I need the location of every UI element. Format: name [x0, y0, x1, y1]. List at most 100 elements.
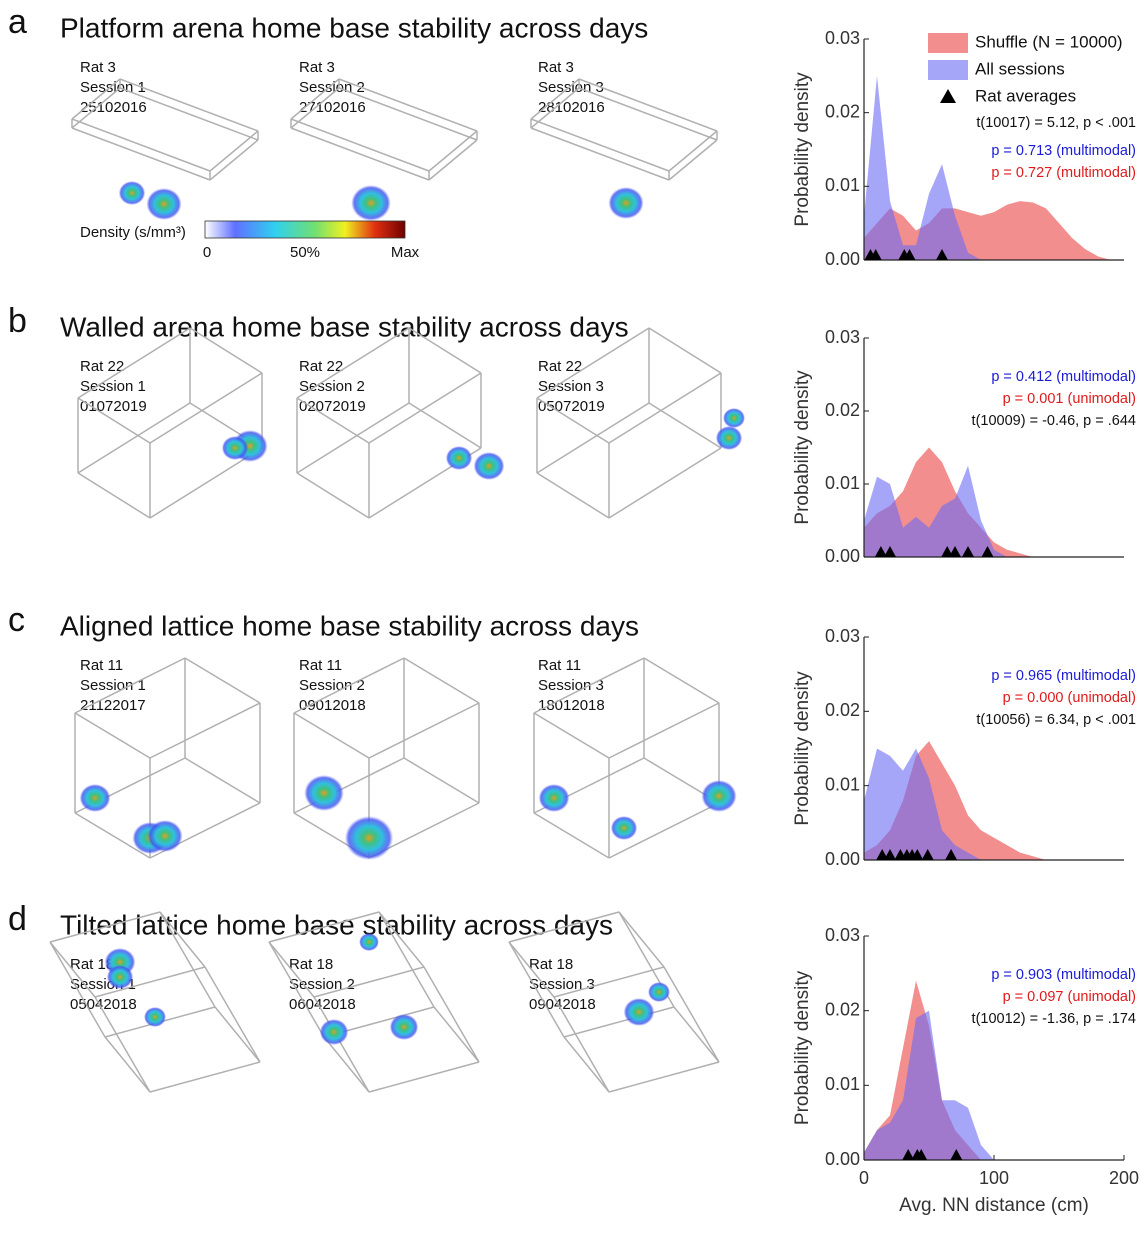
box-edge: [408, 327, 482, 374]
density-blob: [723, 408, 745, 428]
box-edge: [533, 712, 610, 759]
box-edge: [77, 472, 151, 519]
rat-average: [949, 546, 961, 557]
box-edge: [608, 447, 722, 519]
session-label: 02072019: [299, 398, 366, 415]
box-edge: [368, 372, 482, 444]
box-edge: [508, 941, 555, 998]
box-edge: [119, 87, 259, 141]
box-edge: [293, 657, 405, 714]
density-blob: [304, 775, 344, 811]
box-edge: [49, 911, 161, 943]
box-edge: [668, 130, 718, 172]
box-edge: [77, 397, 151, 444]
box-edge: [268, 941, 315, 998]
session-label: 05072019: [538, 398, 605, 415]
y-axis-label: Probability density: [792, 671, 813, 826]
box-edge: [368, 1061, 480, 1093]
box-edge: [149, 1061, 261, 1093]
density-blob: [79, 784, 111, 812]
panel-letter: d: [8, 900, 27, 938]
box-edge: [209, 139, 259, 181]
box-edge: [378, 911, 435, 1008]
box-edge: [608, 1061, 720, 1093]
box-edge: [290, 78, 340, 120]
box-edge: [159, 911, 206, 968]
y-tick-label: 0.01: [825, 473, 860, 493]
session-label: 28102016: [538, 99, 605, 116]
density-blob: [359, 933, 379, 951]
panel-title: Walled arena home base stability across …: [60, 311, 629, 342]
density-blob: [610, 816, 638, 840]
stat-annotation: p = 0.000 (unimodal): [1003, 690, 1136, 706]
density-blob: [648, 982, 670, 1002]
box-edge: [77, 327, 191, 399]
box-edge: [204, 966, 261, 1063]
box-edge: [94, 966, 206, 998]
box-edge: [290, 118, 430, 172]
rat-average: [884, 546, 896, 557]
box-edge: [296, 472, 370, 519]
box-edge: [378, 911, 425, 968]
box-edge: [648, 327, 722, 374]
density-area: [864, 1010, 1111, 1160]
density-blob: [351, 185, 391, 221]
legend-label: Shuffle (N = 10000): [975, 32, 1123, 51]
session-label: Session 2: [289, 976, 355, 993]
session-label: Rat 11: [299, 657, 342, 674]
box-edge: [74, 657, 186, 714]
y-tick-label: 0.03: [825, 28, 860, 48]
legend-label: All sessions: [975, 59, 1065, 78]
legend-swatch: [928, 33, 968, 53]
box-edge: [313, 966, 425, 998]
box-edge: [533, 812, 610, 859]
box-edge: [184, 657, 261, 704]
session-label: 09012018: [299, 697, 366, 714]
rat-average: [950, 1149, 963, 1160]
rat-average: [869, 249, 882, 260]
stat-annotation: p = 0.001 (unimodal): [1003, 391, 1136, 407]
colorbar: [204, 220, 406, 239]
box-edge: [423, 966, 480, 1063]
panel-title: Platform arena home base stability acros…: [60, 12, 648, 43]
density-blob: [319, 1019, 349, 1045]
box-edge: [94, 996, 151, 1093]
y-tick-label: 0.03: [825, 925, 860, 945]
box-edge: [553, 996, 610, 1093]
rat-average: [911, 849, 924, 860]
session-label: 25102016: [80, 99, 147, 116]
box-edge: [296, 402, 410, 474]
box-edge: [313, 996, 370, 1093]
session-label: 21122017: [80, 697, 146, 714]
y-axis-label: Probability density: [792, 370, 813, 525]
box-edge: [673, 1006, 720, 1063]
density-blob: [608, 187, 644, 219]
y-tick-label: 0.02: [825, 101, 860, 121]
stat-annotation: p = 0.713 (multimodal): [991, 143, 1136, 159]
x-tick-label: 100: [979, 1168, 1009, 1188]
colorbar-tick: 50%: [290, 244, 320, 261]
box-edge: [536, 402, 650, 474]
stat-annotation: p = 0.903 (multimodal): [991, 967, 1136, 983]
stat-annotation: t(10009) = -0.46, p = .644: [972, 413, 1136, 429]
box-edge: [530, 78, 580, 120]
box-edge: [536, 472, 610, 519]
density-blob: [623, 998, 655, 1026]
box-edge: [149, 702, 261, 759]
rat-average: [876, 849, 889, 860]
box-edge: [49, 941, 96, 998]
panel-title: Aligned lattice home base stability acro…: [60, 610, 639, 641]
box-edge: [71, 127, 211, 181]
panel-letter: b: [8, 302, 27, 340]
box-edge: [290, 127, 430, 181]
colorbar-tick: 0: [203, 244, 211, 261]
box-edge: [49, 941, 106, 1038]
box-edge: [74, 812, 151, 859]
session-label: Session 2: [299, 677, 365, 694]
density-blob: [389, 1014, 419, 1040]
box-edge: [433, 1006, 480, 1063]
y-tick-label: 0.00: [825, 546, 860, 566]
y-tick-label: 0.02: [825, 700, 860, 720]
box-edge: [214, 1006, 261, 1063]
